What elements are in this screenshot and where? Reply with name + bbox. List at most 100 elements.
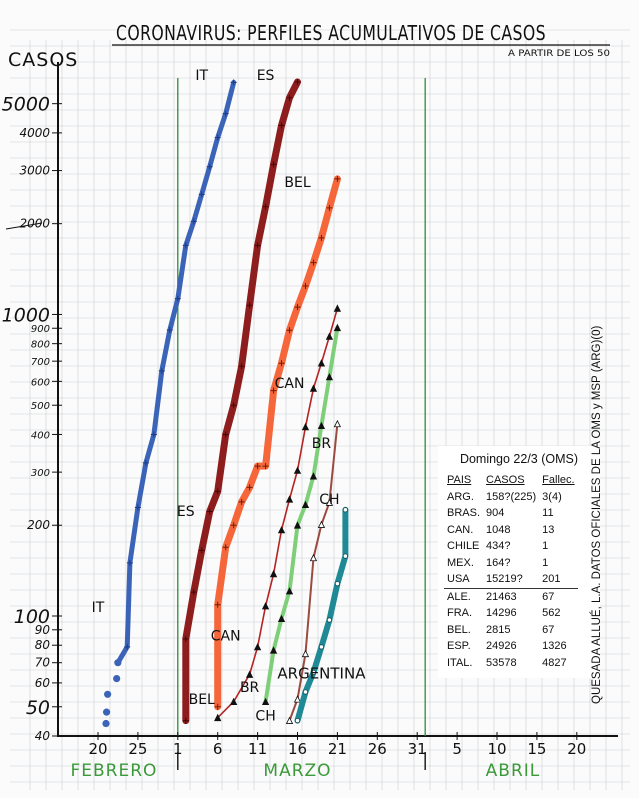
data-point xyxy=(113,675,121,683)
series-line xyxy=(263,325,340,704)
data-point xyxy=(102,719,110,728)
data-point xyxy=(158,367,165,374)
table-cell: 4827 xyxy=(542,656,567,669)
data-point xyxy=(245,670,254,678)
table-cell: USA xyxy=(447,573,470,585)
data-point xyxy=(214,601,221,608)
data-point xyxy=(325,332,334,340)
data-point xyxy=(333,419,342,428)
data-point xyxy=(166,327,173,334)
x-tick-label: 31 xyxy=(408,740,427,758)
data-point xyxy=(262,203,269,210)
table-row: ALE. 21463 67 xyxy=(444,587,578,605)
data-point xyxy=(317,359,326,367)
table-cell: CHILE xyxy=(447,540,480,552)
data-point xyxy=(285,495,294,503)
y-tick-label: 600 xyxy=(31,377,50,388)
table-cell: 562 xyxy=(542,607,561,619)
table-cell: 21463 xyxy=(483,587,540,605)
table-cell: ESP. xyxy=(447,640,471,652)
table-cell: 2815 xyxy=(486,623,511,636)
x-tick-label: 21 xyxy=(328,740,347,758)
table-row: CAN. 1048 13 xyxy=(444,522,578,539)
data-point xyxy=(334,581,340,587)
table-cell: 67 xyxy=(542,623,555,636)
data-point xyxy=(214,488,221,495)
y-axis-label: CASOS xyxy=(8,49,78,71)
data-point xyxy=(293,466,302,474)
data-point xyxy=(269,646,278,654)
data-point xyxy=(238,498,245,505)
data-point xyxy=(246,484,253,491)
data-point xyxy=(182,242,189,249)
table-cell: 3(4) xyxy=(542,490,562,503)
data-point xyxy=(277,614,286,623)
series-line xyxy=(294,506,349,724)
data-point xyxy=(198,191,205,198)
table-cell: 67 xyxy=(539,587,578,605)
x-tick-label: 15 xyxy=(527,740,546,758)
table-cell: ARG. xyxy=(447,490,474,503)
y-tick-label: 900 xyxy=(31,324,50,335)
x-tick-label: 16 xyxy=(288,740,307,758)
table-cell: 1326 xyxy=(542,640,567,652)
series-label: CH xyxy=(319,492,339,508)
data-point xyxy=(150,431,157,438)
chart-subtitle: A PARTIR DE LOS 50 xyxy=(508,49,610,59)
y-tick-label: 400 xyxy=(31,430,50,441)
series-label: ES xyxy=(257,68,275,84)
table-cell: 14296 xyxy=(486,607,517,619)
y-tick-label: 300 xyxy=(31,468,50,479)
data-point xyxy=(238,363,245,370)
series-label: CH xyxy=(255,709,275,725)
data-point xyxy=(309,472,318,480)
data-point xyxy=(134,504,141,511)
data-point xyxy=(334,175,341,182)
y-tick-label: 5000 xyxy=(2,94,50,116)
data-point xyxy=(206,163,213,170)
table-cell: 1 xyxy=(542,556,549,569)
table-cell: 1048 xyxy=(486,523,511,536)
table-row: MEX. 164? 1 xyxy=(444,555,578,572)
table-cell: 158?(225) xyxy=(486,490,537,503)
data-point xyxy=(214,703,221,710)
data-point xyxy=(285,587,294,595)
data-point xyxy=(214,134,221,141)
data-point xyxy=(318,644,325,650)
series-label: BR xyxy=(240,680,260,696)
table-cell: 904 xyxy=(486,507,505,519)
data-point xyxy=(310,669,317,676)
data-point xyxy=(253,642,262,651)
table-cell: 13 xyxy=(542,523,555,536)
data-point xyxy=(114,659,122,667)
series-label: CAN xyxy=(275,376,305,392)
table-row: USA 15219? 201 xyxy=(444,571,578,588)
x-tick-label: 20 xyxy=(88,740,107,758)
table-cell: 53578 xyxy=(486,656,517,669)
table-cell: 24926 xyxy=(486,640,517,652)
data-point xyxy=(230,402,237,409)
data-point xyxy=(278,122,285,129)
data-point xyxy=(142,459,149,466)
y-tick-label: 40 xyxy=(35,729,51,743)
data-point xyxy=(302,282,309,289)
data-point xyxy=(301,422,310,431)
data-point xyxy=(325,372,334,381)
y-tick-label: 90 xyxy=(35,623,51,637)
x-tick-label: 1 xyxy=(173,740,183,758)
table-cell: ALE. xyxy=(444,587,484,605)
table-cell: MEX. xyxy=(447,556,474,569)
series-line xyxy=(115,79,237,666)
data-point xyxy=(270,161,277,168)
x-tick-label: 6 xyxy=(213,740,223,758)
table-row: ITAL. 53578 4827 xyxy=(444,655,578,672)
table-cell: FRA. xyxy=(447,607,473,619)
y-tick-label: 500 xyxy=(31,401,50,412)
data-point xyxy=(294,304,301,311)
source-credit: QUESADA ALLUÉ, L.A. DATOS OFICIALES DE L… xyxy=(590,325,603,704)
data-point xyxy=(254,463,261,470)
table-cell: BEL. xyxy=(447,623,471,636)
data-point xyxy=(293,521,302,529)
data-point xyxy=(342,553,348,559)
month-label: MARZO xyxy=(263,761,331,781)
